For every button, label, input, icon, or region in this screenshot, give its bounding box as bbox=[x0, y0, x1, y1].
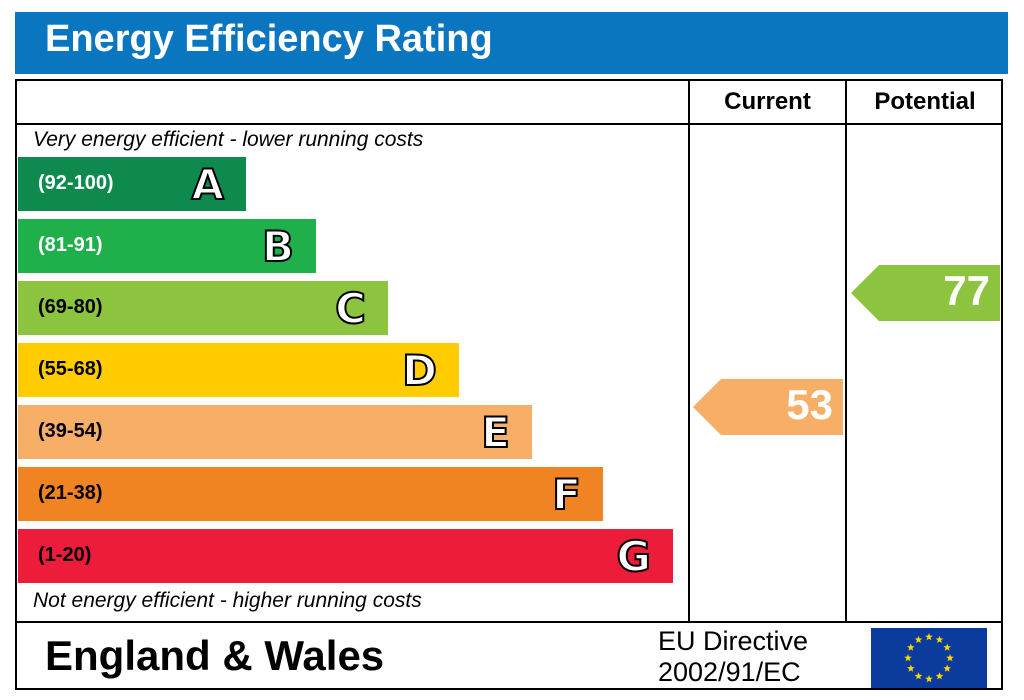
directive-line-2: 2002/91/EC bbox=[658, 657, 801, 687]
star-icon bbox=[925, 675, 933, 683]
band-range-label: (81-91) bbox=[38, 234, 103, 256]
star-icon bbox=[925, 633, 933, 641]
current-column-divider bbox=[688, 79, 690, 622]
star-icon bbox=[914, 672, 923, 680]
band-d: (55-68) D bbox=[18, 343, 459, 397]
bottom-note: Not energy efficient - higher running co… bbox=[33, 589, 422, 612]
band-range-label: (21-38) bbox=[38, 482, 103, 504]
header-bar: Energy Efficiency Rating bbox=[15, 12, 1008, 74]
current-rating-value: 53 bbox=[786, 381, 833, 428]
eu-directive: EU Directive 2002/91/EC bbox=[658, 626, 808, 688]
header-divider bbox=[15, 123, 1003, 125]
star-icon bbox=[943, 643, 951, 651]
band-letter: E bbox=[480, 407, 511, 458]
band-letter: B bbox=[261, 221, 295, 272]
star-icon bbox=[904, 654, 912, 662]
band-range-label: (39-54) bbox=[38, 420, 103, 442]
star-icon bbox=[946, 654, 954, 662]
current-rating-arrow: 53 bbox=[693, 379, 843, 435]
band-range-label: (69-80) bbox=[38, 296, 103, 318]
band-letter: A bbox=[190, 159, 224, 210]
band-letter: F bbox=[551, 469, 582, 520]
band-f: (21-38) F bbox=[18, 467, 603, 521]
region-label: England & Wales bbox=[45, 632, 385, 679]
band-letter: G bbox=[616, 531, 653, 582]
potential-rating-value: 77 bbox=[943, 267, 990, 314]
top-note: Very energy efficient - lower running co… bbox=[33, 128, 424, 151]
band-letter: C bbox=[334, 283, 367, 334]
band-range-label: (55-68) bbox=[38, 358, 103, 380]
star-icon bbox=[943, 664, 951, 672]
potential-column-header: Potential bbox=[874, 88, 976, 115]
star-icon bbox=[935, 672, 944, 680]
band-c: (69-80) C bbox=[18, 281, 388, 335]
star-icon bbox=[907, 643, 915, 651]
band-b: (81-91) B bbox=[18, 219, 316, 273]
rating-frame bbox=[15, 79, 1003, 690]
star-icon bbox=[935, 635, 944, 643]
band-e: (39-54) E bbox=[18, 405, 532, 459]
directive-line-1: EU Directive bbox=[658, 626, 809, 656]
band-range-label: (92-100) bbox=[38, 172, 114, 194]
footer-divider bbox=[15, 621, 1003, 623]
eu-flag-icon bbox=[871, 628, 987, 688]
eu-stars bbox=[904, 633, 954, 683]
current-arrow-shape bbox=[693, 379, 843, 435]
star-icon bbox=[907, 664, 915, 672]
current-column-header: Current bbox=[724, 88, 811, 115]
potential-rating-arrow: 77 bbox=[851, 265, 1000, 321]
potential-column-divider bbox=[845, 79, 847, 622]
band-a: (92-100) A bbox=[18, 157, 246, 211]
potential-arrow-shape bbox=[851, 265, 1000, 321]
page-title: Energy Efficiency Rating bbox=[45, 18, 493, 60]
band-range-label: (1-20) bbox=[38, 544, 92, 566]
band-g: (1-20) G bbox=[18, 529, 673, 583]
band-letter: D bbox=[401, 345, 438, 396]
star-icon bbox=[914, 635, 923, 643]
